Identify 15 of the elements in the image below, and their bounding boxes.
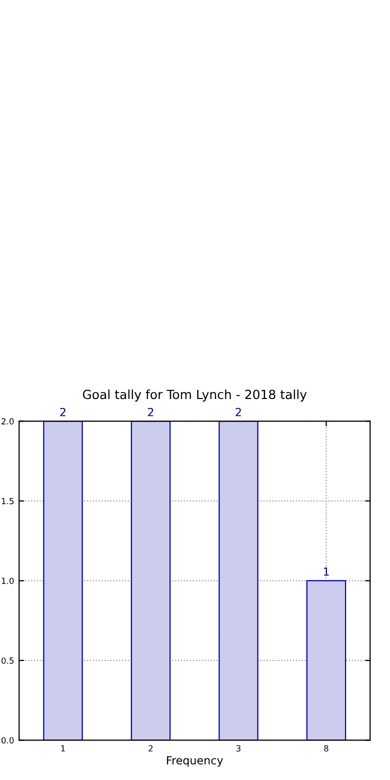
x-axis-title: Frequency: [167, 756, 223, 767]
data-label: 2: [148, 408, 154, 416]
y-tick-label: 0.5: [2, 657, 14, 664]
y-tick-label: 1.0: [2, 578, 14, 584]
chart-title: Goal tally for Tom Lynch - 2018 tally: [82, 389, 307, 402]
x-tick-label: 3: [236, 745, 240, 752]
x-tick-label: 8: [324, 745, 328, 752]
data-label: 2: [236, 408, 241, 416]
y-tick-label: 1.5: [2, 498, 14, 504]
x-tick-label: 2: [148, 745, 153, 752]
data-label: 2: [60, 408, 66, 416]
data-label: 1: [324, 568, 329, 576]
x-tick-label: 1: [61, 745, 65, 752]
y-tick-label: 0.0: [2, 737, 14, 744]
y-tick-label: 2.0: [2, 418, 14, 424]
